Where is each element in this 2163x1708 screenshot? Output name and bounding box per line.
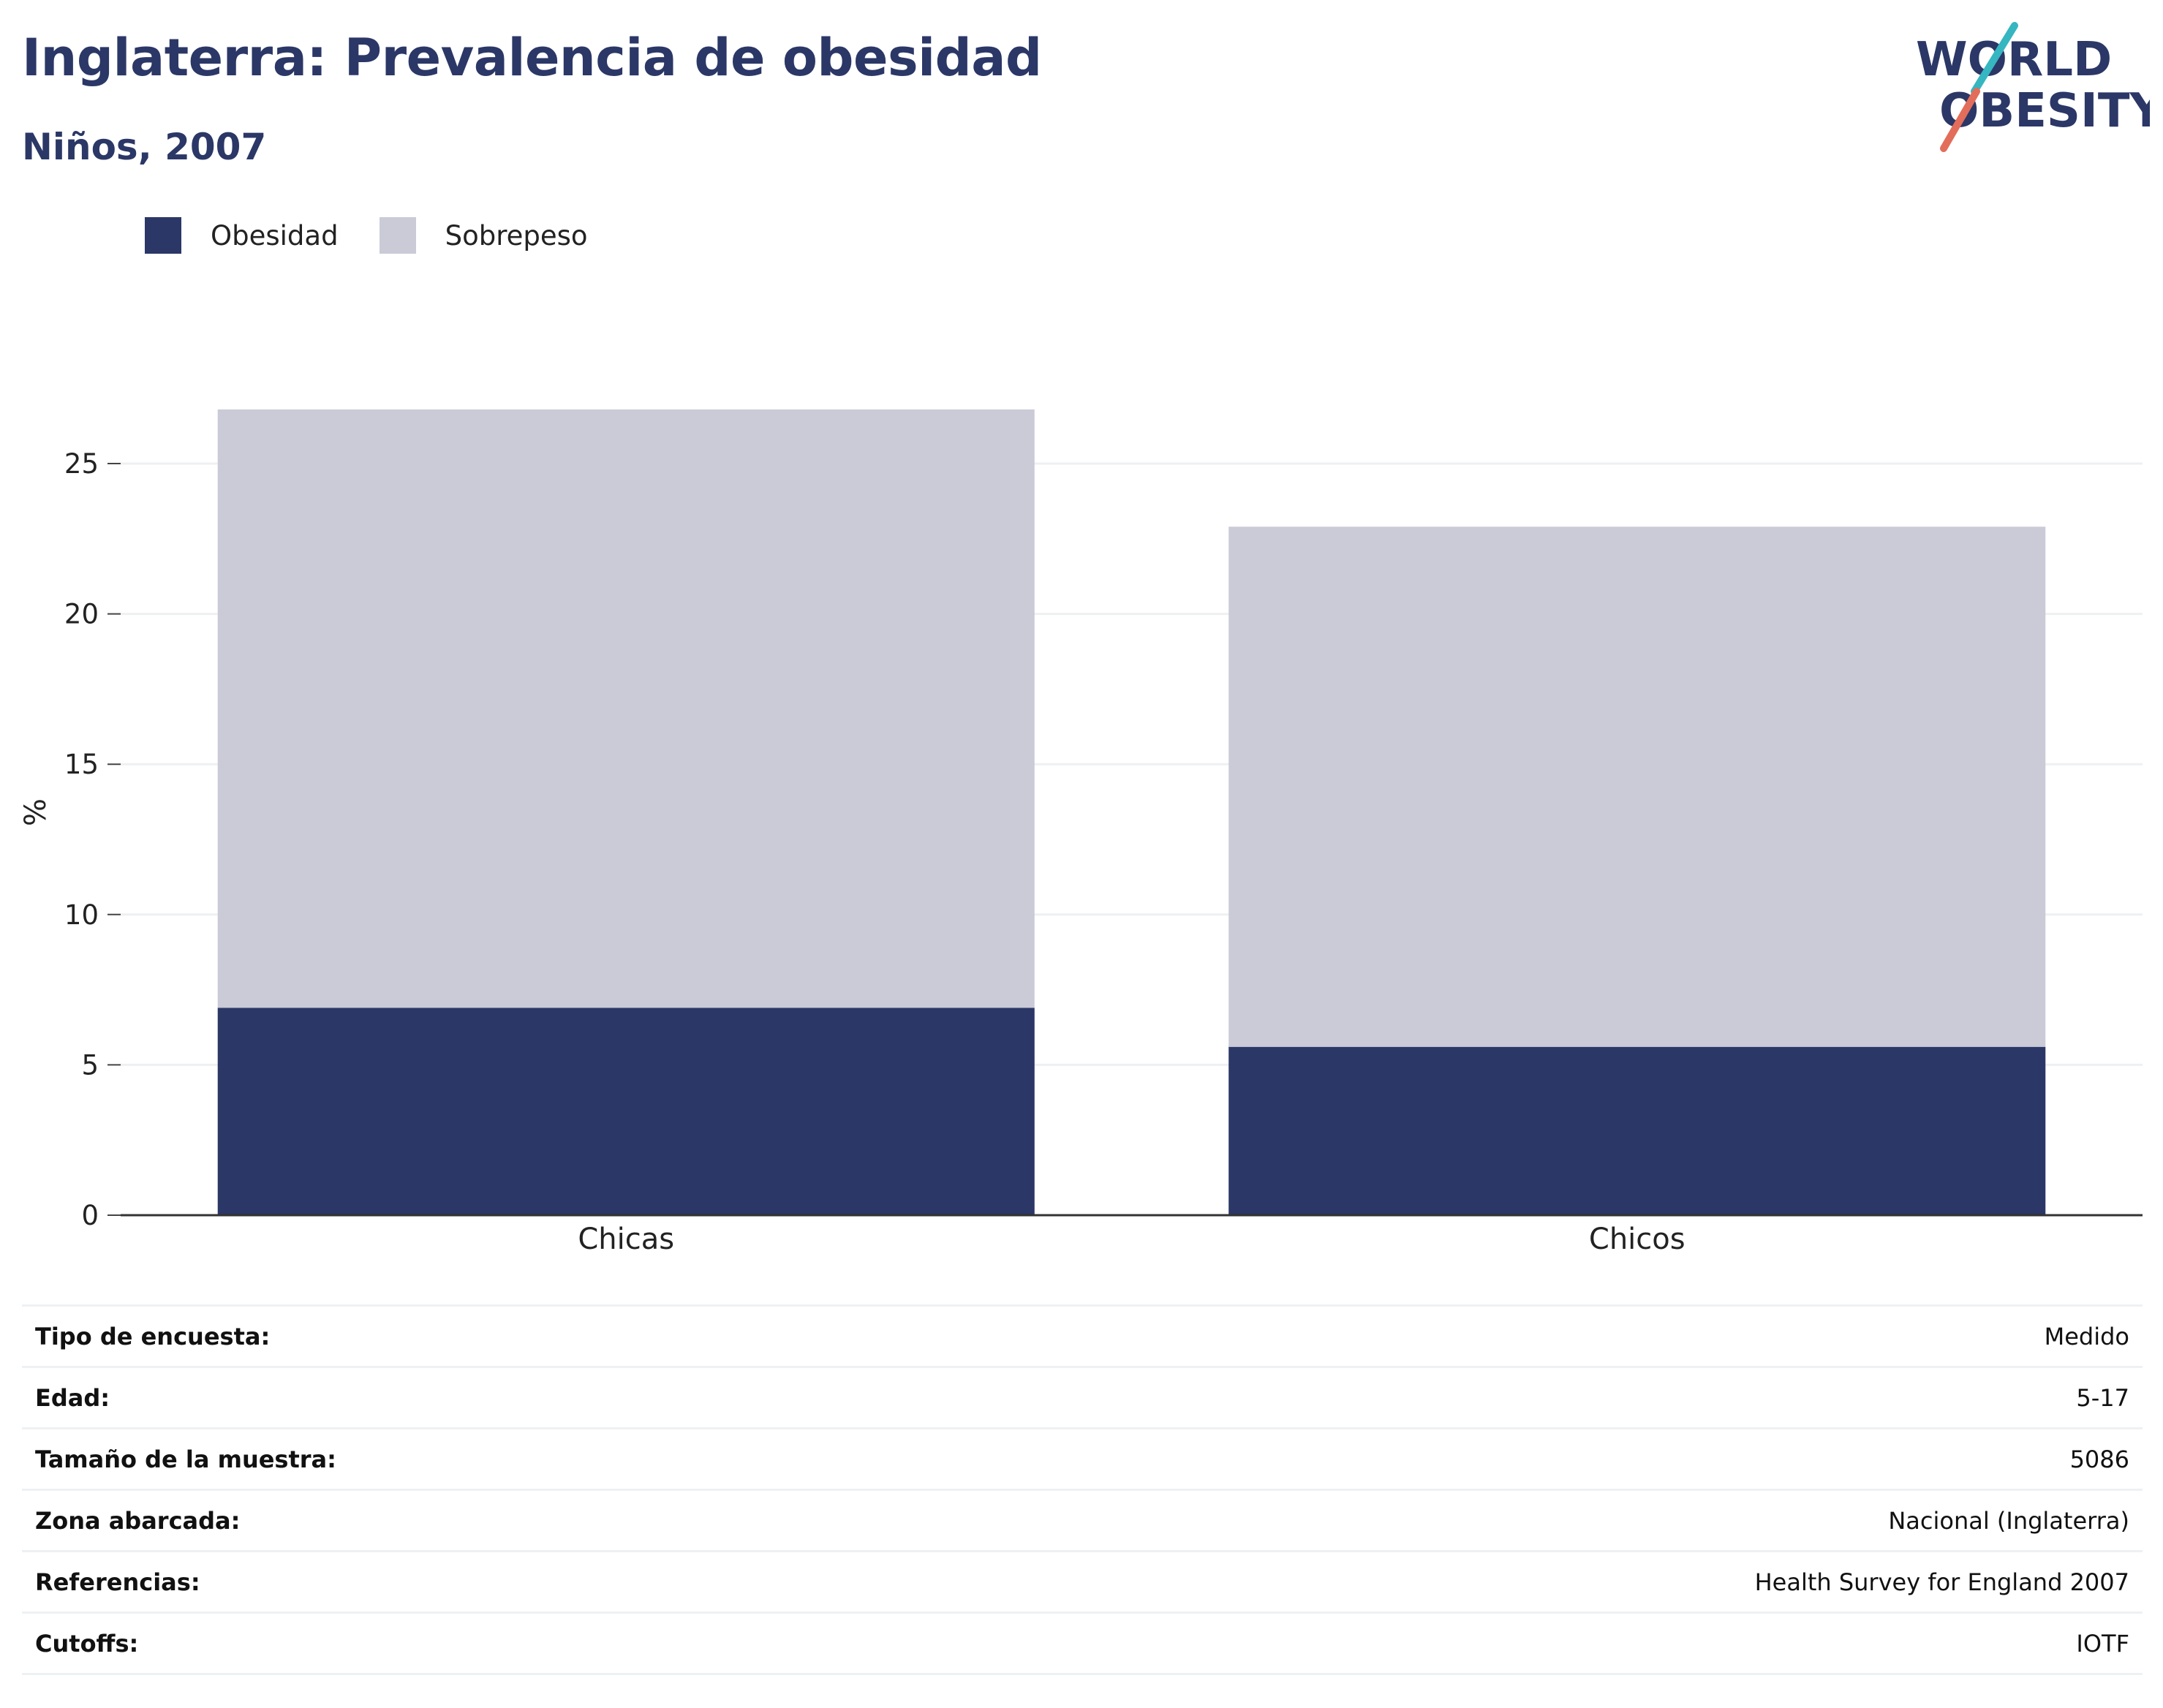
legend-label-sobrepeso: Sobrepeso bbox=[445, 219, 588, 252]
table-row: Referencias: Health Survey for England 20… bbox=[22, 1551, 2143, 1614]
y-axis-label: % bbox=[19, 798, 53, 826]
info-key: Referencias: bbox=[22, 1551, 975, 1614]
info-key: Zona abarcada: bbox=[22, 1489, 975, 1552]
axes: 0 5 10 15 20 25 Chicas Chicos bbox=[64, 448, 2143, 1256]
legend-swatch-sobrepeso bbox=[379, 217, 416, 254]
logo-slash-coral bbox=[1940, 88, 1980, 152]
table-row: Tamaño de la muestra: 5086 bbox=[22, 1428, 2143, 1491]
legend-swatch-obesidad bbox=[145, 217, 181, 254]
info-key: Tipo de encuesta: bbox=[22, 1304, 975, 1368]
world-obesity-logo: WORLD OBESITY bbox=[1916, 22, 2150, 152]
info-value: 5086 bbox=[975, 1428, 2143, 1491]
info-key: Tamaño de la muestra: bbox=[22, 1428, 975, 1491]
y-tick-label: 10 bbox=[64, 899, 99, 931]
info-key: Edad: bbox=[22, 1367, 975, 1429]
x-tick-label: Chicas bbox=[578, 1223, 674, 1256]
info-value: Nacional (Inglaterra) bbox=[975, 1489, 2143, 1552]
info-value: 5-17 bbox=[975, 1367, 2143, 1429]
logo-slash-teal bbox=[1971, 22, 2018, 95]
info-key: Cutoffs: bbox=[22, 1612, 975, 1675]
y-tick-label: 25 bbox=[64, 448, 99, 480]
survey-info-table: Tipo de encuesta: Medido Edad: 5-17 Tamaño d… bbox=[22, 1304, 2143, 1675]
bar-obesidad-chicas[interactable] bbox=[217, 1008, 1035, 1215]
legend-item-sobrepeso[interactable]: Sobrepeso bbox=[379, 217, 588, 254]
bar-obesidad-chicos[interactable] bbox=[1228, 1046, 2046, 1215]
legend-item-obesidad[interactable]: Obesidad bbox=[145, 217, 339, 254]
info-value: Medido bbox=[975, 1304, 2143, 1368]
table-row: Zona abarcada: Nacional (Inglaterra) bbox=[22, 1489, 2143, 1552]
chart-legend: Obesidad Sobrepeso bbox=[145, 217, 629, 254]
y-tick-label: 15 bbox=[64, 749, 99, 780]
logo-word-world: WORLD bbox=[1916, 33, 2112, 87]
bar-sobrepeso-chicos[interactable] bbox=[1228, 526, 2046, 1047]
stacked-bar-chart: 0 5 10 15 20 25 Chicas Chicos % bbox=[19, 409, 2143, 1256]
bar-sobrepeso-chicas[interactable] bbox=[217, 409, 1035, 1008]
chart-title: Inglaterra: Prevalencia de obesidad bbox=[22, 28, 1042, 88]
info-value: IOTF bbox=[975, 1612, 2143, 1675]
legend-label-obesidad: Obesidad bbox=[211, 219, 339, 252]
table-row: Tipo de encuesta: Medido bbox=[22, 1304, 2143, 1368]
info-value: Health Survey for England 2007 bbox=[975, 1551, 2143, 1614]
table-row: Edad: 5-17 bbox=[22, 1367, 2143, 1429]
table-row: Cutoffs: IOTF bbox=[22, 1612, 2143, 1675]
y-tick-label: 0 bbox=[81, 1200, 99, 1231]
bars bbox=[217, 409, 2046, 1215]
y-tick-label: 20 bbox=[64, 599, 99, 630]
x-tick-label: Chicos bbox=[1589, 1223, 1686, 1256]
chart-subtitle: Niños, 2007 bbox=[22, 126, 267, 168]
y-tick-label: 5 bbox=[81, 1049, 99, 1081]
